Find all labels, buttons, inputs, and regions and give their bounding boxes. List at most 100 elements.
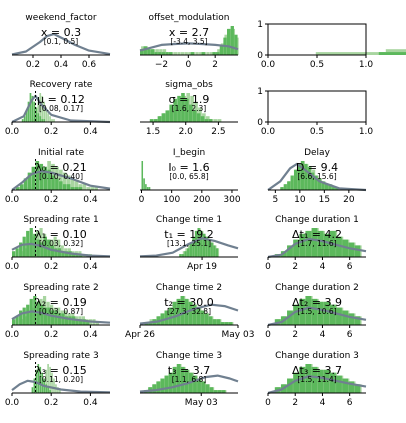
x-tick-label: 1.5 xyxy=(146,127,160,137)
x-tick-label: 100 xyxy=(163,195,180,205)
posterior-bar xyxy=(311,172,315,190)
posterior-bar xyxy=(204,119,209,122)
posterior-bar xyxy=(208,119,213,122)
posterior-bar xyxy=(54,310,58,325)
posterior-bar xyxy=(234,34,238,55)
prior-bar xyxy=(57,387,59,393)
posterior-bar xyxy=(317,369,324,393)
prior-bar xyxy=(45,369,47,393)
panel-title: Recovery rate xyxy=(30,80,93,90)
posterior-bar xyxy=(180,296,185,325)
posterior-bar xyxy=(27,101,30,122)
interval-label: [1.6, 2.3] xyxy=(172,104,207,113)
panel: Spreading rate 1 λ₁ = 0.10[0.03, 0.32] 0.0… xyxy=(5,215,111,272)
x-tick-label: 0.4 xyxy=(54,60,69,70)
x-tick-label: 1.0 xyxy=(359,127,374,137)
posterior-bar xyxy=(213,390,218,393)
x-tick-label: 0.0 xyxy=(5,127,20,137)
posterior-bar xyxy=(43,119,46,122)
posterior-bar xyxy=(75,254,79,257)
posterior-bar xyxy=(25,110,28,122)
posterior-bar xyxy=(57,313,62,325)
posterior-bar xyxy=(176,364,181,393)
posterior-bar xyxy=(35,107,38,122)
x-tick-label: 0 xyxy=(265,330,271,340)
estimate-label: λ₁ = 0.10 xyxy=(35,228,87,241)
interval-label: [1.7, 11.6] xyxy=(297,239,336,248)
prior-density-curve xyxy=(11,242,111,258)
posterior-bar xyxy=(219,46,224,55)
posterior-bar xyxy=(201,381,206,393)
posterior-bar xyxy=(321,181,325,190)
posterior-bar xyxy=(224,322,229,325)
prior-bar xyxy=(86,187,91,190)
panel: I_begin I₀ = 1.6[0.0, 65.8] 0 100 200 300 xyxy=(139,148,241,205)
posterior-bar xyxy=(41,372,44,393)
panel: Delay D = 9.4[6.6, 15.6] 5 10 15 20 xyxy=(267,148,367,205)
posterior-bar xyxy=(156,381,161,393)
y-tick-label: 0 xyxy=(257,118,263,128)
posterior-bar xyxy=(200,230,203,257)
posterior-bar xyxy=(187,248,190,257)
estimate-label: t₃ = 3.7 xyxy=(168,364,210,377)
interval-label: [6.6, 15.6] xyxy=(297,172,336,181)
posterior-bar xyxy=(179,254,182,257)
posterior-bar xyxy=(230,26,234,55)
x-tick-label: 0.4 xyxy=(83,195,98,205)
x-tick-label: 2.0 xyxy=(179,127,194,137)
panel-title: Change duration 2 xyxy=(275,283,359,293)
posterior-bar xyxy=(165,110,170,122)
posterior-bar xyxy=(141,161,144,190)
prior-bar xyxy=(41,95,44,122)
posterior-bar xyxy=(331,187,335,190)
estimate-label: Δt₁ = 4.2 xyxy=(292,228,342,241)
prior-density-curve xyxy=(11,379,111,394)
posterior-bar xyxy=(168,52,173,55)
posterior-bar xyxy=(197,228,200,257)
posterior-bar xyxy=(15,248,19,257)
posterior-bar xyxy=(47,387,49,393)
posterior-bar xyxy=(317,230,324,257)
panel: Change time 3 t₃ = 3.7[1.1, 6.8] May 03 xyxy=(139,351,239,408)
x-tick-label: 0.4 xyxy=(83,262,98,272)
posterior-bar xyxy=(305,296,312,325)
x-tick-label: 0 xyxy=(185,60,191,70)
posterior-bar xyxy=(75,319,79,325)
prior-bar xyxy=(173,52,178,55)
prior-bar xyxy=(94,187,98,190)
posterior-bar xyxy=(280,187,284,190)
posterior-bar xyxy=(78,187,83,190)
empty-axes-frame xyxy=(267,23,367,56)
posterior-bar xyxy=(193,375,197,393)
panel: sigma_obs σ = 1.9[1.6, 2.3] 1.5 2.0 2.5 xyxy=(140,80,238,137)
x-tick-label: 20 xyxy=(343,195,355,205)
x-tick-label: 15 xyxy=(319,195,330,205)
x-tick-label: 2 xyxy=(212,60,218,70)
posterior-bar xyxy=(145,184,147,190)
panel-title: Change time 3 xyxy=(156,351,222,361)
posterior-bar xyxy=(299,233,306,257)
interval-label: [0.1, 0.5] xyxy=(44,37,79,46)
panel-title: Spreading rate 2 xyxy=(23,283,98,293)
posterior-bar xyxy=(161,113,166,122)
x-tick-label: Apr 26 xyxy=(125,330,155,340)
posterior-bar xyxy=(324,184,328,190)
panel-title: Change time 2 xyxy=(156,283,222,293)
posterior-bar xyxy=(68,316,72,325)
x-tick-label: 1.0 xyxy=(359,60,374,70)
estimate-label: D = 9.4 xyxy=(296,161,338,174)
posterior-bar xyxy=(50,310,55,325)
posterior-bar xyxy=(314,175,318,190)
prior-bar xyxy=(39,93,42,122)
panel-title: offset_modulation xyxy=(149,13,230,23)
x-tick-label: 0 xyxy=(265,398,271,408)
posterior-bar xyxy=(57,248,62,257)
prior-bar xyxy=(53,119,55,122)
estimate-label: λ₃ = 0.15 xyxy=(35,364,87,377)
posterior-bar xyxy=(15,316,19,325)
posterior-bar xyxy=(208,316,213,325)
posterior-bar xyxy=(23,116,26,122)
posterior-bar xyxy=(293,372,300,393)
panel: 0 1 0.0 0.5 1.0 xyxy=(257,20,373,70)
